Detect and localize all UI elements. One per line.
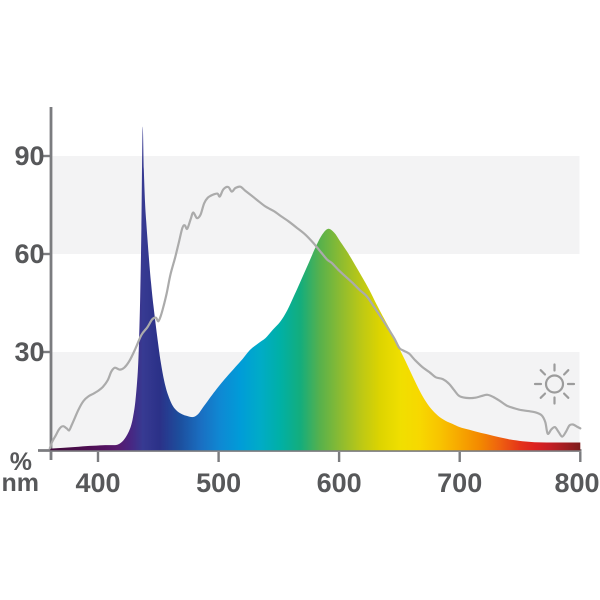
axis-tick-labels: 400 500 600 700 800 30 60 90 — [14, 141, 599, 498]
daylight-curve — [48, 185, 582, 450]
led-spectrum-area — [49, 126, 581, 451]
y-axis-unit-label: % — [10, 448, 32, 476]
daylight-curve-line — [48, 185, 582, 450]
x-tick-label: 600 — [317, 468, 362, 498]
background-band — [52, 156, 580, 254]
led-spectrum-fill — [49, 126, 581, 451]
sun-icon — [533, 363, 576, 405]
x-axis-unit-label: nm — [2, 469, 40, 497]
axis-ticks — [40, 154, 582, 462]
axes — [38, 107, 582, 460]
x-tick-label: 400 — [75, 468, 120, 498]
x-tick-label: 500 — [196, 468, 241, 498]
x-tick-label: 800 — [554, 468, 599, 498]
y-tick-label: 30 — [14, 337, 44, 367]
y-tick-label: 60 — [14, 239, 44, 269]
x-tick-label: 700 — [437, 468, 482, 498]
y-tick-label: 90 — [14, 141, 44, 171]
